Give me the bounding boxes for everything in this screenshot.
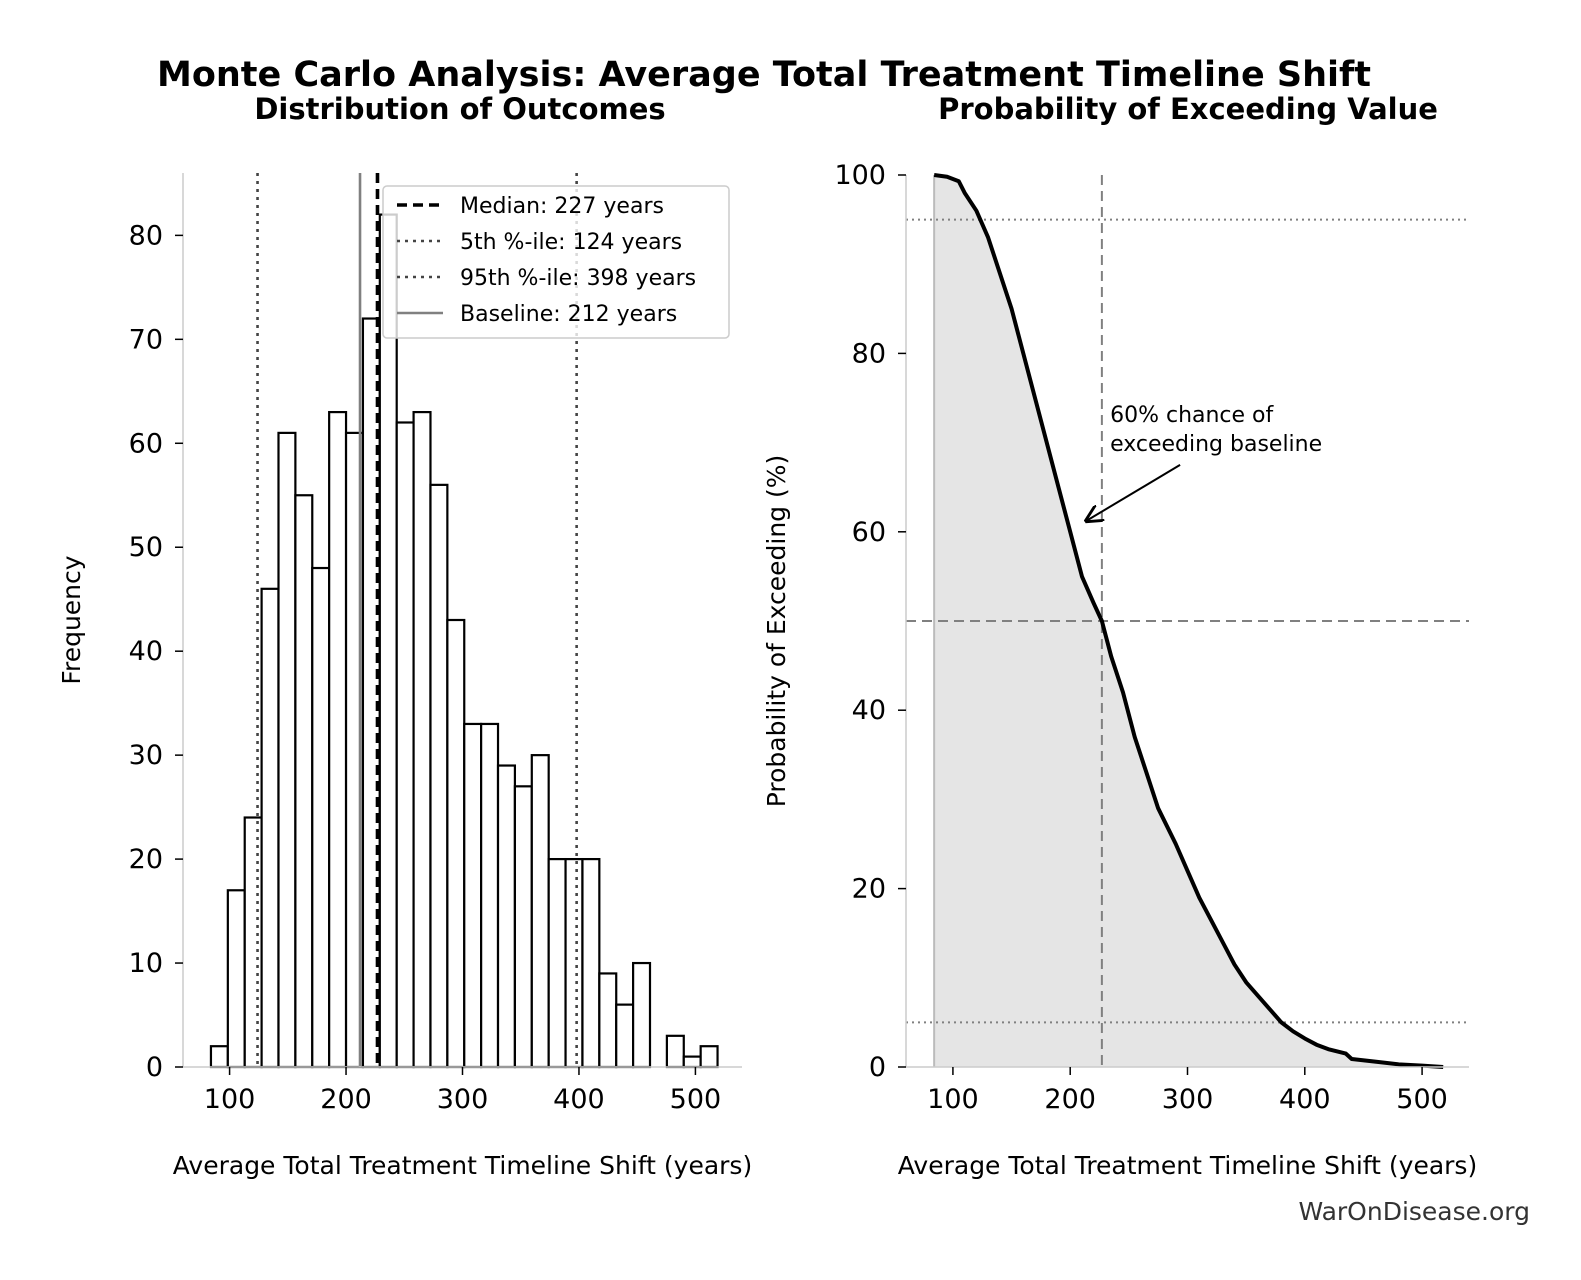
histogram-bar	[311, 566, 331, 1069]
y-tick-label: 20	[129, 844, 163, 875]
x-axis-label: Average Total Treatment Timeline Shift (…	[173, 1151, 752, 1180]
histogram-bar	[665, 1034, 685, 1069]
y-tick-label: 60	[852, 517, 886, 548]
x-tick-label: 500	[1396, 1084, 1448, 1115]
histogram-bar	[294, 494, 314, 1069]
exceedance-curve	[933, 173, 1444, 1069]
histogram-bar	[209, 1045, 229, 1069]
y-tick-label: 40	[852, 695, 886, 726]
exceedance-chart: 100 200 300 400 500 0 20 40 60 80 100 Average Total…	[762, 160, 1477, 1180]
y-tick-label: 10	[129, 948, 163, 979]
histogram-bar	[463, 722, 483, 1069]
histogram-bar	[226, 889, 246, 1069]
x-axis-label: Average Total Treatment Timeline Shift (…	[898, 1151, 1477, 1180]
y-tick-label: 30	[129, 740, 163, 771]
x-tick-label: 100	[204, 1084, 256, 1115]
histogram-bar	[547, 857, 567, 1069]
histogram-bar	[243, 816, 263, 1069]
left-panel-title: Distribution of Outcomes	[254, 92, 665, 126]
histogram-bar	[412, 410, 432, 1069]
legend-label: 95th %-ile: 398 years	[460, 266, 696, 291]
histogram-bar	[378, 213, 398, 1069]
histogram-bar	[615, 1003, 635, 1069]
histogram-bar	[328, 410, 348, 1069]
y-axis-label: Frequency	[57, 555, 86, 684]
x-tick-label: 200	[1044, 1084, 1096, 1115]
x-tick-label: 200	[320, 1084, 372, 1115]
figure-title: Monte Carlo Analysis: Average Total Trea…	[157, 55, 1371, 95]
x-tick-label: 300	[1162, 1084, 1214, 1115]
x-tick-label: 400	[553, 1084, 605, 1115]
y-tick-label: 20	[852, 874, 886, 905]
histogram-bar	[277, 431, 297, 1069]
histogram-bar	[513, 785, 533, 1069]
histogram-bar	[530, 754, 550, 1069]
annotation-text: exceeding baseline	[1110, 432, 1322, 457]
y-tick-label: 100	[834, 160, 886, 191]
annotation-arrow	[1086, 464, 1181, 521]
histogram-bar	[598, 972, 618, 1069]
legend-label: Median: 227 years	[460, 194, 664, 219]
histogram-bar	[564, 857, 584, 1069]
histogram-bar	[480, 722, 500, 1069]
x-tick-label: 100	[927, 1084, 979, 1115]
y-tick-label: 80	[852, 338, 886, 369]
histogram-bar	[496, 764, 517, 1069]
x-tick-label: 500	[670, 1084, 722, 1115]
y-tick-label: 50	[129, 532, 163, 563]
histogram-bar	[632, 961, 652, 1069]
right-panel-title: Probability of Exceeding Value	[938, 92, 1438, 126]
histogram-chart: 100 200 300 400 500 0 10 20 30 40 50 60 70 80 Average …	[57, 173, 752, 1180]
y-tick-label: 60	[129, 428, 163, 459]
y-tick-label: 70	[129, 324, 163, 355]
histogram-bar	[682, 1055, 702, 1069]
histogram-bar	[699, 1045, 719, 1069]
y-tick-label: 0	[869, 1052, 886, 1083]
x-tick-label: 400	[1279, 1084, 1331, 1115]
histogram-bar	[395, 421, 415, 1069]
legend-label: Baseline: 212 years	[460, 302, 677, 327]
exceedance-area	[934, 175, 1444, 1067]
x-tick-label: 300	[437, 1084, 489, 1115]
legend-box	[382, 185, 730, 339]
y-axis-label: Probability of Exceeding (%)	[762, 455, 791, 808]
y-tick-label: 0	[146, 1052, 163, 1083]
watermark: WarOnDisease.org	[1298, 1197, 1530, 1226]
legend: Median: 227 years 5th %-ile: 124 years 95t…	[382, 185, 730, 339]
histogram-bar	[260, 587, 280, 1069]
annotation-text: 60% chance of	[1110, 403, 1274, 428]
y-tick-label: 40	[129, 636, 163, 667]
histogram-bar	[446, 618, 466, 1069]
y-tick-label: 80	[129, 220, 163, 251]
histogram-bar	[429, 483, 449, 1069]
histogram-bar	[581, 857, 601, 1069]
legend-label: 5th %-ile: 124 years	[460, 230, 682, 255]
